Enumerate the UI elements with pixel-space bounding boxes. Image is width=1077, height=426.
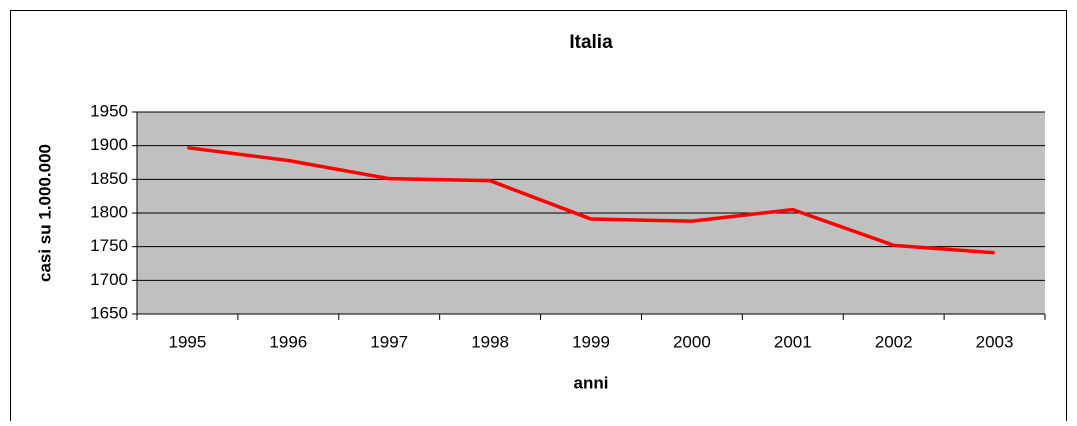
x-tick-label: 1996 bbox=[269, 332, 307, 351]
x-tick-label: 2003 bbox=[976, 332, 1014, 351]
y-tick-label: 1900 bbox=[90, 135, 128, 154]
x-tick-label: 1999 bbox=[572, 332, 610, 351]
y-tick-label: 1700 bbox=[90, 270, 128, 289]
x-tick-label: 2002 bbox=[875, 332, 913, 351]
x-tick-label: 1995 bbox=[169, 332, 207, 351]
y-tick-label: 1750 bbox=[90, 236, 128, 255]
y-tick-label: 1850 bbox=[90, 169, 128, 188]
y-tick-label: 1950 bbox=[90, 101, 128, 120]
y-tick-label: 1650 bbox=[90, 303, 128, 322]
x-tick-label: 2001 bbox=[774, 332, 812, 351]
x-axis-title: anni bbox=[574, 373, 609, 392]
x-tick-label: 1997 bbox=[370, 332, 408, 351]
x-tick-label: 1998 bbox=[471, 332, 509, 351]
data-line bbox=[187, 145, 995, 255]
chart-title: Italia bbox=[569, 32, 613, 53]
x-tick-label: 2000 bbox=[673, 332, 711, 351]
y-axis-title: casi su 1.000.000 bbox=[35, 144, 54, 282]
y-tick-label: 1800 bbox=[90, 202, 128, 221]
